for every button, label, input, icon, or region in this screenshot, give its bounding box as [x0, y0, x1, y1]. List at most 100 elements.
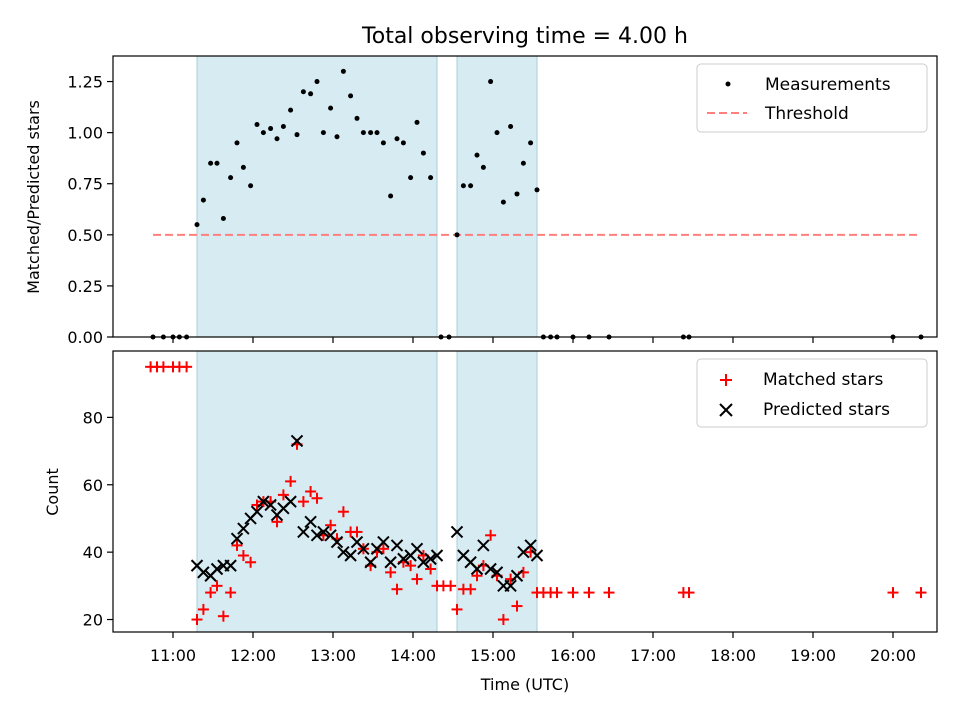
measurement-point: [234, 140, 240, 146]
observing-window-2: [456, 55, 538, 338]
x-tick-label: 13:00: [310, 646, 356, 665]
x-tick-label: 19:00: [790, 646, 836, 665]
measurements-legend-marker: [725, 81, 731, 87]
x-tick-label: 17:00: [630, 646, 676, 665]
measurement-point: [480, 164, 486, 170]
predicted-star-point: [230, 532, 244, 545]
predicted-star-point: [210, 562, 224, 576]
predicted-star-point: [317, 525, 330, 539]
measurement-point: [528, 140, 534, 146]
predicted-star-point: [304, 515, 317, 529]
y-tick-label: 0.00: [67, 328, 103, 347]
matched-star-point: [297, 496, 309, 508]
measurement-point: [300, 89, 306, 95]
measurement-point: [248, 183, 254, 189]
measurement-point: [194, 222, 200, 228]
measurement-point: [388, 193, 394, 199]
predicted-star-point: [237, 522, 250, 535]
matched-star-point: [377, 543, 389, 555]
predicted-star-point: [530, 549, 544, 562]
matched-star-point: [225, 587, 237, 599]
matched-star-point: [583, 587, 595, 599]
measurement-point: [240, 164, 246, 170]
measurement-point: [208, 160, 214, 166]
measurement-point: [408, 175, 414, 181]
predicted-star-point: [290, 434, 304, 448]
measurement-point: [274, 136, 280, 142]
predicted-star-point: [410, 542, 424, 555]
x-tick-label: 11:00: [150, 646, 196, 665]
predicted-star-point: [477, 539, 490, 552]
measurement-point: [280, 124, 286, 130]
predicted-star-point: [417, 556, 430, 569]
matched-star-point: [197, 603, 209, 615]
matched-legend-marker: [720, 374, 732, 386]
matched-star-point: [471, 570, 483, 582]
measurement-point: [468, 183, 474, 189]
count-legend: Matched stars Predicted stars: [696, 358, 928, 428]
matched-star-point: [191, 614, 203, 626]
y-tick-label: 20: [83, 611, 103, 630]
measurement-point: [360, 130, 366, 136]
x-axis-label: Time (UTC): [480, 675, 569, 694]
observing-window-1: [196, 55, 438, 338]
matched-star-point: [497, 614, 509, 626]
measurement-point: [228, 175, 234, 181]
matched-star-point: [217, 610, 229, 622]
predicted-star-point: [430, 549, 444, 562]
measurement-point: [368, 130, 374, 136]
predicted-star-point: [484, 562, 497, 576]
measurement-point: [308, 91, 314, 97]
measurement-point: [454, 232, 460, 238]
predicted-star-point: [310, 529, 324, 542]
measurement-point: [314, 79, 320, 85]
predicted-star-point: [397, 552, 410, 566]
ratio-panel: 0.00 0.25 0.50 0.75 1.00 1.25 Matched/Predict…: [24, 55, 938, 347]
measurement-point: [268, 126, 274, 132]
x-tick-label: 16:00: [550, 646, 596, 665]
x-tick-label: 15:00: [470, 646, 516, 665]
measurement-point: [474, 152, 480, 158]
measurement-point: [294, 132, 300, 138]
predicted-star-point: [297, 525, 310, 539]
y-tick-label: 1.25: [67, 73, 103, 92]
matched-star-point: [205, 587, 217, 599]
threshold-legend-label: Threshold: [764, 104, 849, 124]
measurement-point: [500, 199, 506, 205]
matched-star-point: [485, 529, 497, 541]
matched-star-point: [405, 560, 417, 572]
matched-star-point: [181, 361, 193, 373]
predicted-star-point: [524, 539, 537, 552]
matched-star-point: [325, 519, 337, 531]
predicted-star-point: [250, 505, 264, 518]
matched-star-point: [237, 550, 249, 562]
measurement-point: [254, 121, 260, 127]
matched-star-point: [351, 526, 363, 538]
predicted-star-point: [337, 545, 350, 559]
predicted-star-point: [390, 539, 404, 552]
predicted-star-point: [344, 549, 357, 562]
measurement-point: [494, 130, 500, 136]
y-tick-label: 40: [83, 543, 103, 562]
matched-star-point: [451, 603, 463, 615]
measurements-legend-label: Measurements: [765, 75, 891, 95]
matched-star-point: [603, 587, 615, 599]
measurement-point: [534, 187, 540, 193]
predicted-star-point: [284, 495, 297, 508]
x-tick-label: 12:00: [230, 646, 276, 665]
predicted-star-point: [330, 535, 344, 549]
measurement-point: [340, 68, 346, 74]
measurement-point: [488, 79, 494, 85]
matched-star-point: [285, 475, 297, 487]
y-tick-label: 80: [83, 408, 103, 427]
matched-star-point: [385, 566, 397, 578]
measurement-point: [348, 93, 354, 99]
measurement-point: [320, 130, 326, 136]
matched-star-point: [567, 587, 579, 599]
measurement-point: [508, 124, 514, 130]
matched-star-point: [305, 486, 317, 497]
predicted-star-point: [197, 566, 210, 579]
measurement-point: [334, 134, 340, 140]
x-tick-label: 18:00: [710, 646, 756, 665]
